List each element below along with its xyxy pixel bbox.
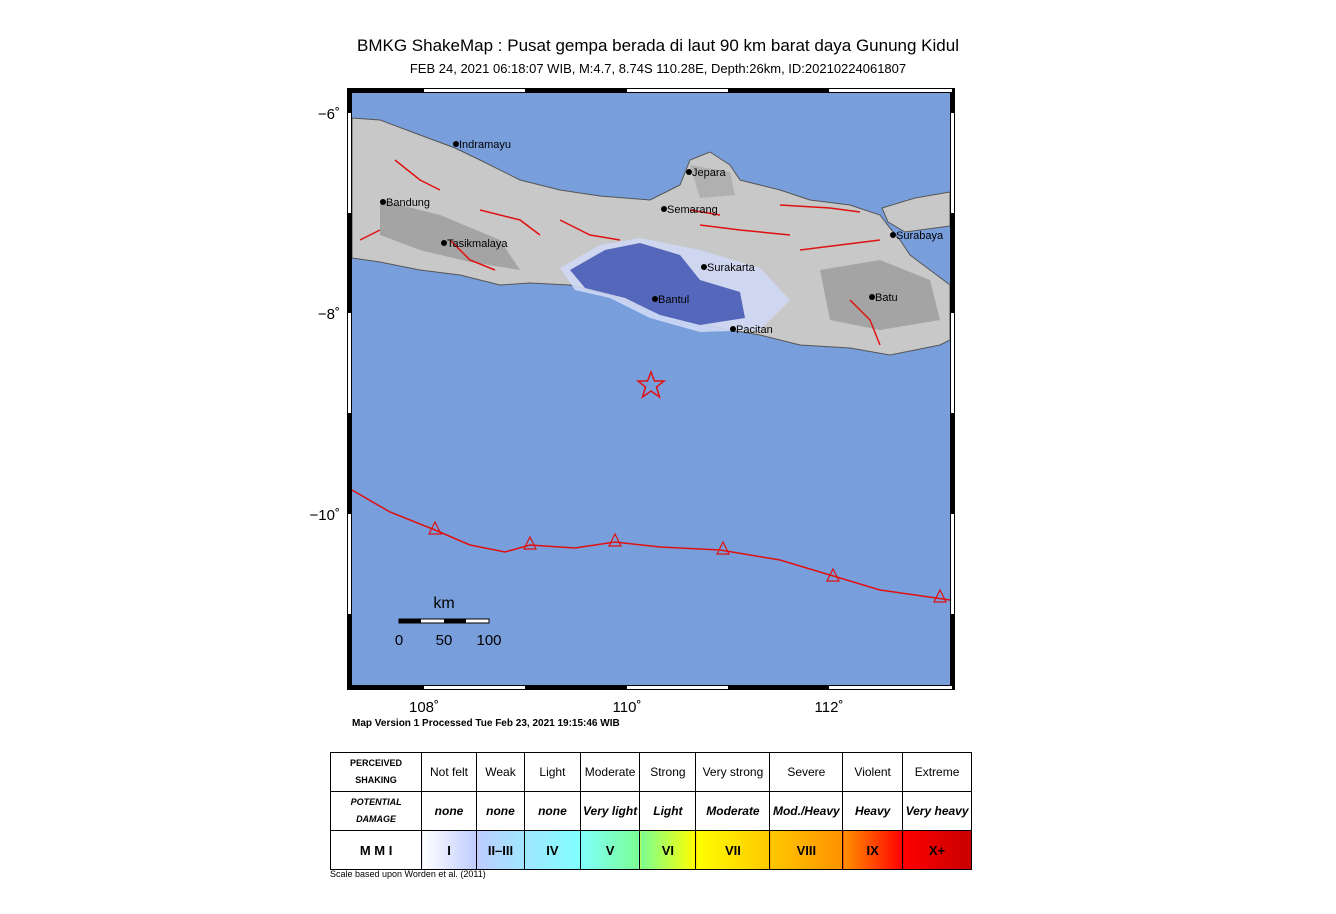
scale-unit: km bbox=[433, 595, 454, 612]
city-marker bbox=[730, 326, 736, 332]
city-label: Batu bbox=[875, 292, 898, 304]
city-marker bbox=[686, 169, 692, 175]
legend-cell: VII bbox=[695, 830, 771, 870]
legend-cell: Severe bbox=[769, 752, 844, 792]
scale-label: 50 bbox=[436, 632, 453, 649]
legend-cell: II–III bbox=[475, 830, 526, 870]
city-marker bbox=[652, 296, 658, 302]
city-label: Semarang bbox=[667, 204, 718, 216]
legend-cell: Heavy bbox=[842, 791, 904, 831]
legend-cell: none bbox=[524, 791, 581, 831]
legend-cell: V bbox=[579, 830, 641, 870]
legend-header: POTENTIAL DAMAGE bbox=[329, 791, 423, 831]
legend-header: M M I bbox=[329, 830, 423, 870]
legend-header: PERCEIVED SHAKING bbox=[329, 752, 423, 792]
legend-row: POTENTIAL DAMAGE none none none Very light Li… bbox=[329, 791, 972, 831]
city-label: Jepara bbox=[692, 167, 727, 179]
legend-cell: Extreme bbox=[902, 752, 972, 792]
scale-label: 100 bbox=[476, 632, 501, 649]
legend-cell: Moderate bbox=[579, 752, 641, 792]
city-label: Bandung bbox=[386, 197, 430, 209]
city-marker bbox=[441, 240, 447, 246]
legend-cell: Mod./Heavy bbox=[769, 791, 844, 831]
city-label: Tasikmalaya bbox=[447, 238, 508, 250]
footnote: Scale based upon Worden et al. (2011) bbox=[330, 869, 486, 879]
legend-cell: VI bbox=[639, 830, 697, 870]
legend-cell: Light bbox=[524, 752, 581, 792]
city-label: Bantul bbox=[658, 294, 689, 306]
land bbox=[881, 191, 950, 233]
land bbox=[352, 117, 950, 356]
legend-cell: none bbox=[475, 791, 526, 831]
latitude-label: −10˚ bbox=[310, 507, 340, 524]
legend-cell: IX bbox=[842, 830, 904, 870]
title: BMKG ShakeMap : Pusat gempa berada di la… bbox=[357, 36, 959, 55]
scale-label: 0 bbox=[395, 632, 403, 649]
terrain bbox=[690, 165, 735, 198]
legend-cell: none bbox=[421, 791, 477, 831]
legend-cell: IV bbox=[524, 830, 581, 870]
map-area: Indramayu Jepara Bandung Semarang Tasikmalay… bbox=[352, 93, 950, 685]
legend-row: M M I I II–III IV V VI VII VIII IX X+ bbox=[329, 830, 972, 870]
legend-cell: Strong bbox=[639, 752, 697, 792]
legend-cell: VIII bbox=[769, 830, 844, 870]
longitude-label: 110˚ bbox=[613, 699, 642, 716]
terrain bbox=[380, 200, 520, 270]
longitude-label: 112˚ bbox=[815, 699, 844, 716]
city-label: Surabaya bbox=[896, 230, 944, 242]
city-marker bbox=[453, 141, 459, 147]
legend-cell: Moderate bbox=[695, 791, 771, 831]
legend-cell: Violent bbox=[842, 752, 904, 792]
city-marker bbox=[869, 294, 875, 300]
city-label: Indramayu bbox=[459, 139, 511, 151]
legend-cell: Not felt bbox=[421, 752, 477, 792]
legend-cell: Very strong bbox=[695, 752, 771, 792]
faults bbox=[359, 159, 881, 346]
latitude-label: −8˚ bbox=[318, 306, 340, 323]
city-label: Pacitan bbox=[736, 324, 773, 336]
terrain bbox=[820, 260, 940, 330]
city-marker bbox=[661, 206, 667, 212]
legend-cell: Very heavy bbox=[902, 791, 972, 831]
frame bbox=[347, 88, 955, 690]
legend-cell: X+ bbox=[902, 830, 972, 870]
legend-cell: I bbox=[421, 830, 477, 870]
city-marker bbox=[380, 199, 386, 205]
map-version: Map Version 1 Processed Tue Feb 23, 2021… bbox=[352, 718, 620, 729]
scale-bar: km 0 50 100 bbox=[395, 595, 502, 649]
epicenter bbox=[635, 369, 667, 399]
intensity-legend: PERCEIVED SHAKING Not felt Weak Light Modera… bbox=[329, 752, 972, 870]
legend-cell: Very light bbox=[579, 791, 641, 831]
city-marker bbox=[701, 264, 707, 270]
trench-teeth bbox=[428, 520, 947, 603]
latitude-label: −6˚ bbox=[318, 106, 340, 123]
city-marker bbox=[890, 232, 896, 238]
legend-cell: Light bbox=[639, 791, 697, 831]
intensity-area bbox=[570, 243, 745, 325]
legend-cell: Weak bbox=[475, 752, 526, 792]
longitude-label: 108˚ bbox=[409, 699, 439, 716]
subtitle: FEB 24, 2021 06:18:07 WIB, M:4.7, 8.74S … bbox=[409, 61, 907, 76]
city-label: Surakarta bbox=[707, 262, 756, 274]
legend-row: PERCEIVED SHAKING Not felt Weak Light Modera… bbox=[329, 752, 972, 792]
